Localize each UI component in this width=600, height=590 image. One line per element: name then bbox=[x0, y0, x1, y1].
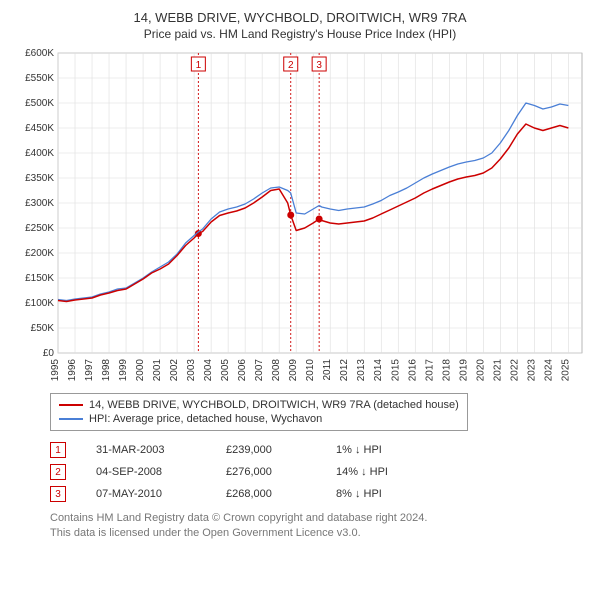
svg-text:3: 3 bbox=[316, 60, 322, 71]
svg-text:2002: 2002 bbox=[169, 359, 180, 382]
legend-swatch-hpi bbox=[59, 418, 83, 420]
svg-text:2014: 2014 bbox=[373, 359, 384, 382]
sale-marker-3: 3 bbox=[50, 486, 66, 502]
svg-text:1996: 1996 bbox=[67, 359, 78, 382]
legend-label-property: 14, WEBB DRIVE, WYCHBOLD, DROITWICH, WR9… bbox=[89, 399, 459, 411]
chart-container: £0 £50K £100K £150K £200K £250K £300K £350K £400… bbox=[10, 45, 590, 385]
price-chart: £0 £50K £100K £150K £200K £250K £300K £350K £400… bbox=[10, 45, 590, 385]
legend-item-hpi: HPI: Average price, detached house, Wych… bbox=[59, 412, 459, 426]
svg-text:2010: 2010 bbox=[305, 359, 316, 382]
svg-text:2011: 2011 bbox=[322, 359, 333, 381]
sale-date: 04-SEP-2008 bbox=[96, 466, 196, 478]
chart-titles: 14, WEBB DRIVE, WYCHBOLD, DROITWICH, WR9… bbox=[10, 10, 590, 41]
svg-text:2007: 2007 bbox=[254, 359, 265, 382]
svg-text:£450K: £450K bbox=[25, 123, 54, 134]
svg-text:£300K: £300K bbox=[25, 198, 54, 209]
legend-label-hpi: HPI: Average price, detached house, Wych… bbox=[89, 413, 322, 425]
sale-date: 31-MAR-2003 bbox=[96, 444, 196, 456]
sale-marker-1: 1 bbox=[50, 442, 66, 458]
sale-diff: 1% ↓ HPI bbox=[336, 444, 456, 456]
svg-text:£250K: £250K bbox=[25, 223, 54, 234]
svg-text:2019: 2019 bbox=[458, 359, 469, 382]
svg-text:2005: 2005 bbox=[220, 359, 231, 382]
legend-item-property: 14, WEBB DRIVE, WYCHBOLD, DROITWICH, WR9… bbox=[59, 398, 459, 412]
svg-text:2006: 2006 bbox=[237, 359, 248, 382]
svg-text:2000: 2000 bbox=[135, 359, 146, 382]
svg-text:£150K: £150K bbox=[25, 273, 54, 284]
sale-price: £239,000 bbox=[226, 444, 306, 456]
svg-text:2023: 2023 bbox=[526, 359, 537, 382]
svg-text:2008: 2008 bbox=[271, 359, 282, 382]
svg-text:2024: 2024 bbox=[543, 359, 554, 382]
svg-text:2021: 2021 bbox=[492, 359, 503, 382]
svg-text:£100K: £100K bbox=[25, 298, 54, 309]
svg-text:2012: 2012 bbox=[339, 359, 350, 382]
sale-date: 07-MAY-2010 bbox=[96, 488, 196, 500]
svg-text:£600K: £600K bbox=[25, 48, 54, 59]
svg-text:2001: 2001 bbox=[152, 359, 163, 382]
svg-text:1999: 1999 bbox=[118, 359, 129, 382]
svg-text:2022: 2022 bbox=[509, 359, 520, 382]
svg-text:2020: 2020 bbox=[475, 359, 486, 382]
svg-text:£550K: £550K bbox=[25, 73, 54, 84]
svg-text:£50K: £50K bbox=[31, 323, 55, 334]
svg-text:£0: £0 bbox=[43, 348, 55, 359]
sales-table: 1 31-MAR-2003 £239,000 1% ↓ HPI 2 04-SEP… bbox=[50, 439, 590, 505]
svg-text:£350K: £350K bbox=[25, 173, 54, 184]
svg-text:2017: 2017 bbox=[424, 359, 435, 382]
svg-text:2016: 2016 bbox=[407, 359, 418, 382]
svg-text:2003: 2003 bbox=[186, 359, 197, 382]
svg-text:£400K: £400K bbox=[25, 148, 54, 159]
sales-row: 3 07-MAY-2010 £268,000 8% ↓ HPI bbox=[50, 483, 590, 505]
svg-text:£500K: £500K bbox=[25, 98, 54, 109]
svg-text:1997: 1997 bbox=[84, 359, 95, 382]
sales-row: 2 04-SEP-2008 £276,000 14% ↓ HPI bbox=[50, 461, 590, 483]
chart-footer: Contains HM Land Registry data © Crown c… bbox=[50, 511, 590, 541]
svg-text:1998: 1998 bbox=[101, 359, 112, 382]
sales-row: 1 31-MAR-2003 £239,000 1% ↓ HPI bbox=[50, 439, 590, 461]
sale-price: £276,000 bbox=[226, 466, 306, 478]
svg-text:1: 1 bbox=[196, 60, 202, 71]
svg-text:2: 2 bbox=[288, 60, 294, 71]
svg-text:1995: 1995 bbox=[50, 359, 61, 382]
sale-diff: 8% ↓ HPI bbox=[336, 488, 456, 500]
chart-legend: 14, WEBB DRIVE, WYCHBOLD, DROITWICH, WR9… bbox=[50, 393, 468, 431]
footer-line-1: Contains HM Land Registry data © Crown c… bbox=[50, 511, 590, 526]
svg-text:£200K: £200K bbox=[25, 248, 54, 259]
svg-text:2009: 2009 bbox=[288, 359, 299, 382]
chart-title: 14, WEBB DRIVE, WYCHBOLD, DROITWICH, WR9… bbox=[10, 10, 590, 25]
chart-subtitle: Price paid vs. HM Land Registry's House … bbox=[10, 27, 590, 41]
sale-marker-2: 2 bbox=[50, 464, 66, 480]
sale-diff: 14% ↓ HPI bbox=[336, 466, 456, 478]
svg-text:2018: 2018 bbox=[441, 359, 452, 382]
svg-text:2025: 2025 bbox=[560, 359, 571, 382]
svg-text:2004: 2004 bbox=[203, 359, 214, 382]
sale-price: £268,000 bbox=[226, 488, 306, 500]
footer-line-2: This data is licensed under the Open Gov… bbox=[50, 526, 590, 541]
legend-swatch-property bbox=[59, 404, 83, 406]
svg-text:2013: 2013 bbox=[356, 359, 367, 382]
svg-text:2015: 2015 bbox=[390, 359, 401, 382]
